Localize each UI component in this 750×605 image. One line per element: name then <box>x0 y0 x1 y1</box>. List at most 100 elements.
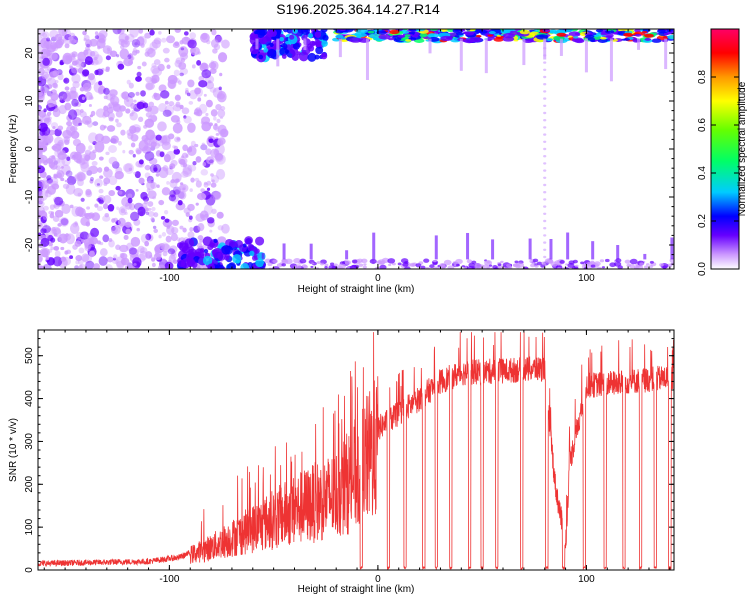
spectrogram-blob <box>358 263 364 267</box>
spectrogram-blob <box>140 90 146 97</box>
spectrogram-blob <box>158 199 165 206</box>
spectrogram-blob <box>38 165 45 174</box>
spectrogram-blob <box>125 201 132 210</box>
spectrogram-blob <box>149 29 155 36</box>
spectrogram-blob <box>567 35 573 38</box>
spectrogram-blob <box>189 32 197 40</box>
spectrogram-blob <box>127 91 135 98</box>
spectrogram-blob <box>242 243 247 248</box>
spectrogram-blob <box>118 32 129 43</box>
spectrogram-blob <box>72 138 82 147</box>
spectrogram-blob <box>66 156 71 162</box>
spectrogram-blob <box>38 154 48 164</box>
spectrogram-blob <box>197 97 202 102</box>
spectrogram-blob <box>65 233 75 245</box>
spectrogram-blob <box>38 124 41 129</box>
spectrogram-blob <box>186 92 191 97</box>
spectrogram-blob <box>88 212 95 219</box>
spectrogram-blob <box>402 262 409 267</box>
spectrogram-blob <box>89 51 96 57</box>
figure-title: S196.2025.364.14.27.R14 <box>276 1 440 17</box>
spectrogram-blob <box>166 35 176 44</box>
spectrogram-blob <box>403 266 411 269</box>
spectrogram-blob <box>195 156 202 163</box>
spectrogram-blob <box>307 43 313 49</box>
spectrogram-blob <box>179 190 187 200</box>
spectrogram-blob <box>81 253 90 262</box>
spectrogram-blob <box>38 265 44 269</box>
spectrogram-blob <box>93 54 103 65</box>
spectrogram-blob <box>269 29 277 37</box>
spectrogram-blob <box>129 111 138 121</box>
spectrogram-blob <box>500 260 504 264</box>
spectrogram-blob <box>543 90 547 93</box>
spectrogram-blob <box>333 263 338 267</box>
spectrogram-blob <box>153 93 161 101</box>
spectrogram-blob <box>244 236 253 245</box>
spectrogram-blob <box>116 54 120 58</box>
colorbar-tick-label: 0.8 <box>697 70 708 84</box>
spectrogram-blob <box>133 262 137 266</box>
spectrogram-blob <box>128 149 134 155</box>
spectrogram-blob <box>134 42 138 46</box>
spectrogram-blob <box>112 257 117 261</box>
spectrogram-blob <box>169 190 176 198</box>
spectrogram-blob <box>115 185 121 191</box>
spectrogram-blob <box>150 217 155 222</box>
spectrogram-bottom-streak <box>282 243 286 260</box>
spectrogram-blob <box>232 254 242 264</box>
spectrogram-blob <box>187 203 195 212</box>
spectrogram-blob <box>262 44 267 49</box>
spectrogram-blob <box>389 29 400 35</box>
spectrogram-blob <box>92 121 99 127</box>
spectrogram-bottom-streak <box>372 232 376 260</box>
spectrogram-blob <box>94 140 105 153</box>
y-tick-label: 100 <box>24 518 35 535</box>
spectrogram-blob <box>144 164 151 171</box>
spectrogram-blob <box>586 261 593 267</box>
spectrogram-blob <box>77 67 84 74</box>
spectrogram-blob <box>300 29 310 36</box>
spectrogram-blob <box>47 77 56 86</box>
x-tick-label: 100 <box>578 574 595 585</box>
spectrogram-blob <box>38 264 44 269</box>
spectrogram-blob <box>617 265 623 269</box>
spectrogram-blob <box>60 256 67 262</box>
spectrogram-blob <box>117 140 122 146</box>
spectrogram-blob <box>262 39 267 44</box>
spectrogram-blob <box>178 61 187 70</box>
spectrogram-blob <box>38 36 43 43</box>
spectrogram-blob <box>75 255 83 262</box>
spectrogram-blob <box>207 80 212 84</box>
spectrogram-blob <box>69 151 79 160</box>
spectrogram-blob <box>543 104 547 108</box>
spectrogram-blob <box>80 197 85 202</box>
spectrogram-blob <box>108 238 113 242</box>
spectrogram-blob <box>206 217 215 224</box>
spectrogram-blob <box>188 248 198 258</box>
spectrogram-blob <box>103 177 111 185</box>
spectrogram-blob <box>144 32 152 39</box>
spectrogram-blob <box>62 93 72 102</box>
spectrogram-blob <box>78 122 82 126</box>
y-tick-label: 400 <box>24 390 35 407</box>
spectrogram-blob <box>651 38 662 43</box>
spectrogram-blob <box>103 95 108 100</box>
spectrogram-blob <box>215 154 226 165</box>
x-tick-label: 0 <box>375 273 381 284</box>
spectrogram-blob <box>543 39 547 43</box>
spectrogram-blob <box>154 248 160 255</box>
spectrogram-blob <box>550 261 559 267</box>
spectrogram-blob <box>38 206 45 216</box>
spectrogram-blob <box>108 156 118 165</box>
spectrogram-blob <box>546 38 554 42</box>
spectrogram-blob <box>63 77 70 84</box>
spectrogram-blob <box>200 188 205 193</box>
spectrogram-blob <box>572 36 579 39</box>
spectrogram-blob <box>429 29 439 32</box>
spectrogram-blob <box>61 203 71 214</box>
spectrogram-blob <box>192 161 197 166</box>
spectrogram-blob <box>158 103 167 113</box>
spectrogram-blob <box>84 56 93 66</box>
spectrogram-blob <box>52 125 56 130</box>
